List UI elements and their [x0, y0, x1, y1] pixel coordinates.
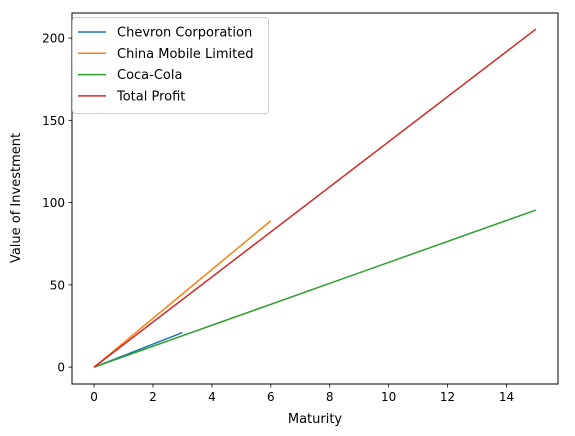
y-tick-label-2: 100: [42, 196, 65, 210]
y-axis-ticks: 0 50 100 150 200: [42, 32, 72, 375]
y-tick-label-4: 200: [42, 32, 65, 46]
y-tick-label-3: 150: [42, 114, 65, 128]
legend-label-3: Total Profit: [116, 89, 185, 104]
series-line-1: [93, 220, 272, 368]
x-axis-label: Maturity: [288, 412, 343, 427]
x-tick-label-7: 14: [499, 390, 514, 404]
x-tick-label-4: 8: [326, 390, 334, 404]
x-tick-label-6: 12: [440, 390, 455, 404]
x-tick-label-1: 2: [149, 390, 157, 404]
y-axis-label: Value of Investment: [9, 133, 24, 263]
legend: Chevron Corporation China Mobile Limited C…: [72, 17, 269, 114]
y-tick-label-0: 0: [57, 361, 65, 375]
series-line-3: [93, 28, 537, 368]
legend-label-0: Chevron Corporation: [117, 26, 252, 41]
x-tick-label-0: 0: [90, 390, 98, 404]
x-tick-label-2: 4: [208, 390, 216, 404]
series-line-2: [93, 209, 537, 368]
x-tick-label-5: 10: [381, 390, 396, 404]
y-tick-label-1: 50: [50, 278, 65, 292]
x-axis-ticks: 0 2 4 6 8 10 12 14: [90, 384, 514, 404]
series-layer: [93, 28, 537, 368]
legend-label-1: China Mobile Limited: [117, 47, 254, 62]
legend-label-2: Coca-Cola: [117, 68, 182, 83]
legend-frame: [72, 17, 269, 114]
x-tick-label-3: 6: [267, 390, 275, 404]
plot-frame: [71, 12, 559, 385]
